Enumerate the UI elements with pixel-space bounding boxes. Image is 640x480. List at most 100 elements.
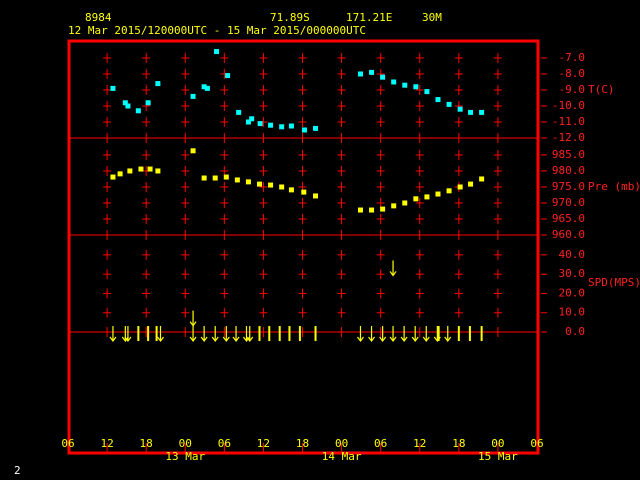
- point: [479, 109, 485, 115]
- point: [279, 124, 285, 130]
- point: [190, 148, 196, 154]
- point: [402, 200, 408, 206]
- point: [446, 101, 452, 107]
- point: [117, 171, 123, 177]
- point: [268, 182, 274, 188]
- x-tick-label: 00: [179, 437, 192, 450]
- point: [125, 103, 131, 109]
- point: [204, 85, 210, 91]
- point: [424, 194, 430, 200]
- y-tick-label: -8.0: [559, 67, 586, 80]
- point: [236, 109, 242, 115]
- period: 12 Mar 2015/120000UTC - 15 Mar 2015/0000…: [68, 24, 366, 37]
- y-axis-label: T(C): [588, 83, 615, 96]
- y-tick-label: 10.0: [559, 306, 586, 319]
- plot-frame: [67, 39, 540, 455]
- y-axis-label: Pre (mb): [588, 180, 640, 193]
- y-tick-label: 975.0: [552, 180, 585, 193]
- y-tick-label: -12.0: [552, 131, 585, 144]
- y-tick-label: -9.0: [559, 83, 586, 96]
- station-id: 8984: [85, 11, 112, 24]
- point: [301, 189, 307, 195]
- point: [201, 84, 207, 90]
- latitude: 71.89S: [270, 11, 310, 24]
- y-tick-label: 0.0: [565, 325, 585, 338]
- point: [357, 71, 363, 77]
- x-tick-label: 06: [374, 437, 387, 450]
- point: [212, 175, 218, 181]
- point: [138, 166, 144, 172]
- y-tick-label: 960.0: [552, 228, 585, 241]
- x-tick-label: 12: [413, 437, 426, 450]
- elevation: 30M: [422, 11, 442, 24]
- point: [279, 184, 285, 190]
- point: [313, 125, 319, 131]
- wind-marker: [246, 326, 254, 343]
- point: [301, 127, 307, 133]
- wind-marker: [124, 326, 132, 343]
- point: [457, 106, 463, 112]
- point: [110, 174, 116, 180]
- x-tick-label: 18: [140, 437, 153, 450]
- wind-marker: [368, 326, 376, 343]
- page-number: 2: [14, 464, 21, 477]
- point: [413, 84, 419, 90]
- point: [245, 179, 251, 185]
- y-tick-label: 30.0: [559, 267, 586, 280]
- point: [391, 203, 397, 209]
- x-tick-label: 12: [100, 437, 113, 450]
- point: [127, 168, 133, 174]
- wind-marker: [379, 326, 387, 343]
- point: [391, 79, 397, 85]
- point: [435, 97, 441, 103]
- y-tick-label: 980.0: [552, 164, 585, 177]
- point: [225, 73, 231, 79]
- wind-marker: [444, 326, 452, 343]
- x-tick-label: 12: [257, 437, 270, 450]
- point: [155, 168, 161, 174]
- point: [380, 74, 386, 80]
- point: [369, 207, 375, 213]
- point: [479, 176, 485, 182]
- wind-marker: [157, 326, 164, 343]
- x-date-label: 15 Mar: [478, 450, 518, 463]
- wind-marker: [222, 326, 230, 343]
- wind-marker: [211, 326, 219, 343]
- y-tick-label: 20.0: [559, 286, 586, 299]
- point: [369, 69, 375, 75]
- point: [268, 122, 274, 128]
- point: [435, 191, 441, 197]
- point: [234, 177, 240, 183]
- x-tick-label: 00: [491, 437, 504, 450]
- y-axis-label: SPD(MPS): [588, 276, 640, 289]
- wind-marker: [400, 326, 408, 343]
- point: [223, 174, 229, 180]
- wind-marker: [389, 260, 397, 277]
- x-tick-label: 06: [61, 437, 74, 450]
- point: [413, 196, 419, 202]
- y-tick-label: 970.0: [552, 196, 585, 209]
- point: [147, 166, 153, 172]
- point: [468, 109, 474, 115]
- y-tick-label: -7.0: [559, 51, 586, 64]
- point: [446, 188, 452, 194]
- wind-marker: [422, 326, 430, 343]
- point: [245, 119, 251, 125]
- wind-marker: [200, 326, 208, 343]
- point: [357, 207, 363, 213]
- point: [457, 184, 463, 190]
- x-tick-label: 06: [530, 437, 543, 450]
- x-tick-label: 00: [335, 437, 348, 450]
- point: [257, 181, 263, 187]
- wind-marker: [189, 310, 197, 327]
- y-tick-label: 985.0: [552, 148, 585, 161]
- wind-marker: [109, 326, 117, 343]
- y-tick-label: -11.0: [552, 115, 585, 128]
- point: [110, 85, 116, 91]
- point: [424, 89, 430, 95]
- y-tick-label: 965.0: [552, 212, 585, 225]
- wind-marker: [389, 326, 397, 343]
- point: [402, 82, 408, 88]
